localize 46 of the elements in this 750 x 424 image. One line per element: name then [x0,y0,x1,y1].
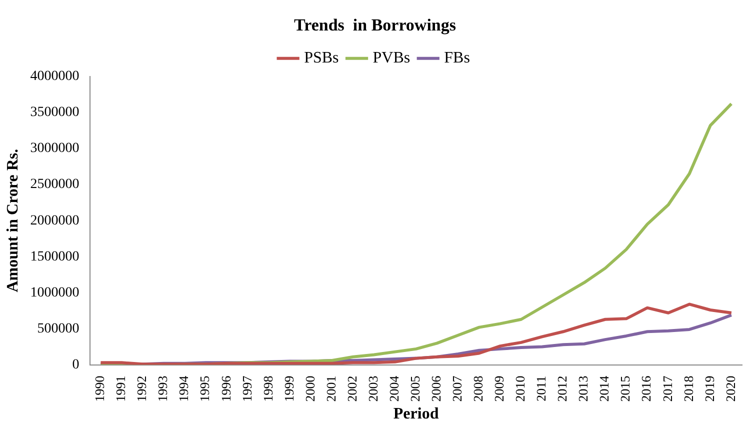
y-axis-title: Amount in Crore Rs. [4,148,22,292]
x-tick-label: 1991 [113,376,128,402]
x-tick-label: 2006 [428,375,444,402]
x-tick-label: 2018 [680,376,696,402]
x-tick-label: 2005 [407,376,422,402]
x-tick-label: 2003 [365,376,380,402]
y-tick-label: 1500000 [30,249,80,264]
y-tick-label: 2500000 [30,177,80,192]
x-tick-label: 1996 [218,375,234,402]
y-tick-label: 0 [72,357,80,372]
x-tick-label: 1999 [281,376,296,402]
chart-title: Trends in Borrowings [294,16,456,35]
x-tick-label: 2019 [702,376,717,402]
x-tick-label: 2001 [323,376,338,402]
x-tick-label: 2010 [512,376,528,402]
y-tick-label: 3500000 [30,105,80,120]
y-tick-label: 2000000 [30,213,80,228]
x-tick-label: 2004 [386,375,402,402]
x-tick-label: 2011 [534,376,549,402]
y-tick-label: 3000000 [30,141,80,156]
y-tick-label: 500000 [37,321,80,336]
x-tick-label: 2012 [554,376,570,402]
x-tick-label: 2013 [576,376,591,402]
x-tick-label: 1993 [155,376,170,402]
x-axis-title: Period [393,406,439,423]
x-tick-label: 1990 [92,376,108,402]
x-tick-label: 2014 [596,375,612,402]
x-tick-label: 2007 [450,375,465,402]
x-tick-label: 2016 [638,375,654,402]
x-tick-label: 2009 [492,376,507,402]
x-tick-label: 2015 [618,376,633,402]
legend-label: PVBs [372,50,410,67]
x-tick-label: 1995 [197,376,212,402]
legend-label: FBs [444,50,470,67]
x-tick-label: 1994 [176,375,192,402]
y-tick-label: 1000000 [30,285,80,300]
x-tick-label: 2000 [302,376,318,402]
x-tick-label: 1992 [134,376,150,402]
x-tick-label: 2008 [470,376,486,402]
legend-label: PSBs [304,50,339,67]
x-tick-label: 1998 [260,376,276,402]
y-tick-label: 4000000 [30,69,80,84]
x-tick-label: 2017 [660,375,675,402]
x-tick-label: 2002 [344,376,360,402]
x-tick-label: 2020 [722,376,738,402]
x-tick-label: 1997 [239,375,254,402]
